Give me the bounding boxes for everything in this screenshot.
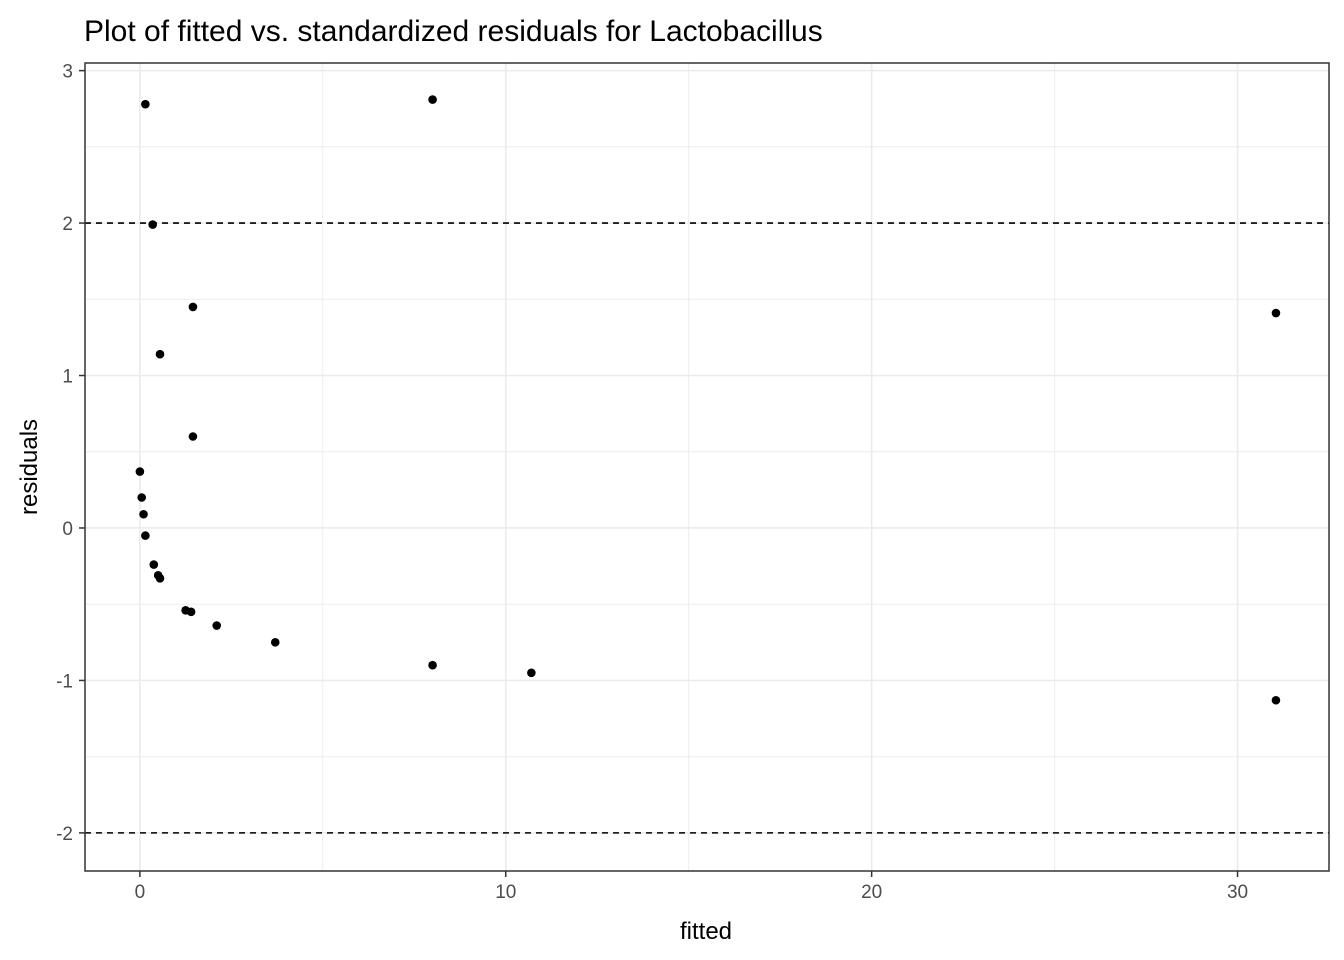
x-tick-label: 10 xyxy=(495,882,516,903)
y-tick-label: -1 xyxy=(56,671,73,692)
axis-ticks: 0 10 20 30 -2 -1 0 1 2 3 xyxy=(56,62,1248,903)
data-point xyxy=(212,621,222,630)
data-point xyxy=(1271,308,1281,318)
data-point xyxy=(135,467,145,476)
data-point xyxy=(188,302,198,312)
panel-border xyxy=(84,62,1330,872)
x-tick-label: 20 xyxy=(861,882,882,903)
y-axis-title: residuals xyxy=(16,419,43,515)
data-point xyxy=(527,668,536,678)
data-point xyxy=(428,660,437,670)
y-tick-label: 3 xyxy=(62,62,73,83)
y-tick-label: 0 xyxy=(62,519,73,540)
reference-lines xyxy=(85,222,1329,834)
data-point xyxy=(155,349,165,359)
data-points xyxy=(135,95,1281,705)
data-point xyxy=(1271,695,1281,705)
data-point xyxy=(270,638,280,647)
y-tick-label: -2 xyxy=(56,824,73,845)
data-point xyxy=(186,607,196,617)
data-point xyxy=(137,493,147,502)
data-point xyxy=(139,509,148,519)
x-tick-label: 30 xyxy=(1227,882,1248,903)
x-tick-label: 0 xyxy=(135,882,146,903)
y-tick-label: 2 xyxy=(62,214,73,235)
data-point xyxy=(149,560,159,569)
data-point xyxy=(188,432,198,441)
data-point xyxy=(141,99,150,109)
data-point xyxy=(148,220,157,229)
x-axis-title: fitted xyxy=(680,918,732,945)
data-point xyxy=(141,531,150,540)
chart-title: Plot of fitted vs. standardized residual… xyxy=(84,15,823,48)
data-point xyxy=(428,95,437,104)
data-point xyxy=(155,573,165,583)
y-tick-label: 1 xyxy=(62,367,73,388)
